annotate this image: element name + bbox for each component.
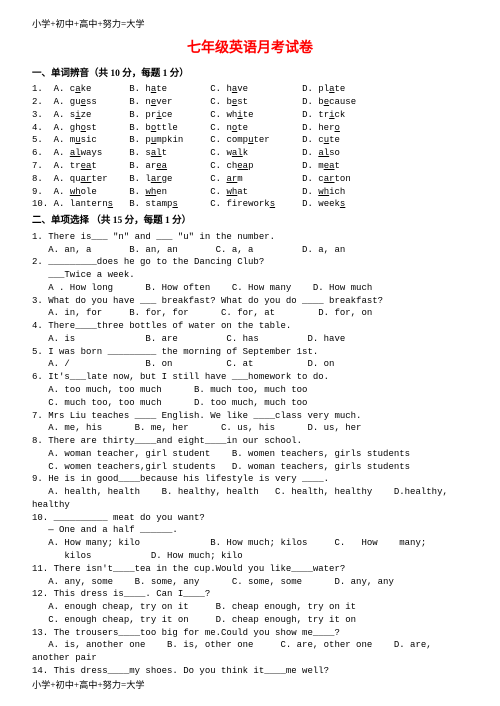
phonics-row: 4. A. ghost B. bottle C. note D. hero bbox=[32, 122, 468, 135]
mcq-line: ___Twice a week. bbox=[32, 269, 468, 282]
section-1-body: 1. A. cake B. hate C. have D. plate2. A.… bbox=[32, 83, 468, 211]
phonics-row: 8. A. quarter B. large C. arm D. carton bbox=[32, 173, 468, 186]
section-1-head: 一、单词辨音（共 10 分，每题 1 分） bbox=[32, 68, 468, 82]
page-header: 小学+初中+高中+努力=大学 bbox=[32, 18, 468, 31]
phonics-row: 2. A. guess B. never C. best D. because bbox=[32, 96, 468, 109]
phonics-row: 1. A. cake B. hate C. have D. plate bbox=[32, 83, 468, 96]
phonics-row: 3. A. size B. price C. white D. trick bbox=[32, 109, 468, 122]
mcq-line: 1. There is___ "n" and ___ "u" in the nu… bbox=[32, 231, 468, 244]
mcq-line: 8. There are thirty____and eight____in o… bbox=[32, 435, 468, 448]
mcq-line: A. any, some B. some, any C. some, some … bbox=[32, 576, 468, 589]
mcq-line: 11. There isn't____tea in the cup.Would … bbox=[32, 563, 468, 576]
mcq-line: — One and a half ______. bbox=[32, 524, 468, 537]
mcq-line: A. is, another one B. is, other one C. a… bbox=[32, 639, 468, 652]
mcq-line: A. / B. on C. at D. on bbox=[32, 358, 468, 371]
mcq-line: 4. There____three bottles of water on th… bbox=[32, 320, 468, 333]
mcq-line: 2. _________does he go to the Dancing Cl… bbox=[32, 256, 468, 269]
mcq-line: another pair bbox=[32, 652, 468, 665]
mcq-line: 13. The trousers____too big for me.Could… bbox=[32, 627, 468, 640]
mcq-line: kilos D. How much; kilo bbox=[32, 550, 468, 563]
mcq-line: 14. This dress____my shoes. Do you think… bbox=[32, 665, 468, 678]
mcq-line: C. women teachers,girl students D. woman… bbox=[32, 461, 468, 474]
mcq-line: A. too much, too much B. much too, much … bbox=[32, 384, 468, 397]
mcq-line: 5. I was born _________ the morning of S… bbox=[32, 346, 468, 359]
mcq-line: A. is B. are C. has D. have bbox=[32, 333, 468, 346]
phonics-row: 9. A. whole B. when C. what D. which bbox=[32, 186, 468, 199]
mcq-line: 12. This dress is____. Can I____? bbox=[32, 588, 468, 601]
mcq-line: 9. He is in good____because his lifestyl… bbox=[32, 473, 468, 486]
mcq-line: C. enough cheap, try it on D. cheap enou… bbox=[32, 614, 468, 627]
section-2-body: 1. There is___ "n" and ___ "u" in the nu… bbox=[32, 231, 468, 678]
phonics-row: 5. A. music B. pumpkin C. computer D. cu… bbox=[32, 134, 468, 147]
mcq-line: 6. It's___late now, but I still have ___… bbox=[32, 371, 468, 384]
mcq-line: A. health, health B. healthy, health C. … bbox=[32, 486, 468, 499]
mcq-line: A. me, his B. me, her C. us, his D. us, … bbox=[32, 422, 468, 435]
phonics-row: 10. A. lanterns B. stamps C. fireworks D… bbox=[32, 198, 468, 211]
mcq-line: 3. What do you have ___ breakfast? What … bbox=[32, 295, 468, 308]
phonics-row: 6. A. always B. salt C. walk D. also bbox=[32, 147, 468, 160]
mcq-line: 7. Mrs Liu teaches ____ English. We like… bbox=[32, 410, 468, 423]
section-2-head: 二、单项选择 （共 15 分，每题 1 分） bbox=[32, 215, 468, 229]
page-footer: 小学+初中+高中+努力=大学 bbox=[32, 679, 145, 692]
mcq-line: A. How many; kilo B. How much; kilos C. … bbox=[32, 537, 468, 550]
mcq-line: A. in, for B. for, for C. for, at D. for… bbox=[32, 307, 468, 320]
mcq-line: A. woman teacher, girl student B. women … bbox=[32, 448, 468, 461]
phonics-row: 7. A. treat B. area C. cheap D. meat bbox=[32, 160, 468, 173]
mcq-line: C. much too, too much D. too much, much … bbox=[32, 397, 468, 410]
mcq-line: healthy bbox=[32, 499, 468, 512]
mcq-line: A . How long B. How often C. How many D.… bbox=[32, 282, 468, 295]
mcq-line: A. enough cheap, try on it B. cheap enou… bbox=[32, 601, 468, 614]
mcq-line: A. an, a B. an, an C. a, a D. a, an bbox=[32, 244, 468, 257]
exam-page: 小学+初中+高中+努力=大学 七年级英语月考试卷 一、单词辨音（共 10 分，每… bbox=[0, 0, 500, 706]
mcq-line: 10. __________ meat do you want? bbox=[32, 512, 468, 525]
exam-title: 七年级英语月考试卷 bbox=[32, 37, 468, 57]
